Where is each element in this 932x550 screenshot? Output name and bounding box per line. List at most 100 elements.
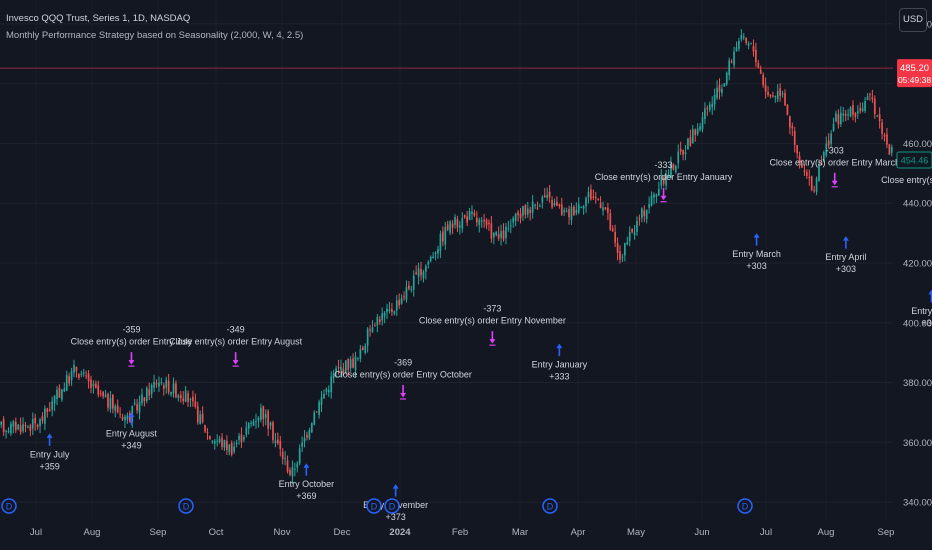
candle-body [677,151,680,164]
candle-body [415,272,418,275]
candle-body [143,397,146,402]
time-tick-label: Jul [30,527,42,538]
candle-body [403,296,405,298]
candle-body [585,197,587,207]
time-axis[interactable]: Jul Aug Sep Oct Nov Dec 2024 Feb Mar Apr May Jun Jul… [30,527,895,538]
last-price-value: 485.20 [900,63,929,74]
candle-body [158,382,160,387]
candle-body [73,364,75,373]
equity-tag [896,151,932,169]
candle-body [842,113,845,116]
candle-body [878,114,881,121]
candle-body [19,425,22,432]
candle-body [148,389,151,396]
candle-body [854,113,857,117]
dividend-event-label: D [742,502,749,512]
candle-body [500,231,502,238]
price-tick-label: 460.00 [903,139,932,150]
candle-body [279,441,282,449]
candle-body [289,469,291,475]
candle-body [371,327,374,333]
entry-arrow-icon [128,412,135,425]
candle-body [354,356,357,371]
candle-body [417,268,420,277]
candle-body [636,221,638,232]
candle-body [844,113,847,116]
candle-body [614,231,617,243]
candle-body [485,219,488,226]
candle-body [199,414,202,424]
candle-body [235,442,238,444]
candle-body [167,380,170,393]
candle-body [621,256,624,258]
candle-body [412,275,415,290]
candle-body [648,204,650,208]
candle-body [352,358,354,368]
exit-label: Close entry(s) order Entry March [769,157,900,167]
candle-body [861,108,864,111]
candle-body [269,422,272,426]
candle-body [349,359,352,368]
candle-body [0,421,3,425]
exit-arrow-icon [232,352,239,365]
entry-label: +373 [385,512,405,522]
candle-body [534,204,536,206]
candle-body [272,422,274,441]
candle-body [784,93,786,106]
entry-label: Entry May [911,306,932,316]
candle-body [155,383,158,385]
candle-body [633,232,636,236]
candle-body [779,88,782,96]
price-tick-label: 440.00 [903,199,932,210]
candle-body [558,204,561,207]
candle-body [391,309,393,312]
strategy-subtitle: Monthly Performance Strategy based on Se… [6,30,304,41]
time-tick-label: Apr [571,527,586,538]
candle-body [160,382,163,384]
candle-body [556,201,558,206]
candle-body [747,43,750,46]
candle-body [337,367,340,369]
candle-body [461,218,464,229]
candle-body [298,448,301,464]
exit-label: -303 [826,145,844,155]
candle-body [529,209,532,214]
candle-body [713,94,716,105]
candle-body [264,414,267,418]
candle-body [551,199,553,208]
candle-body [723,83,726,87]
candle-body [201,413,204,423]
candle-body [65,375,68,391]
candle-body [820,162,823,166]
candle-body [138,401,141,413]
candle-body [366,328,369,346]
candle-body [611,228,614,232]
time-tick-label: Oct [209,527,224,538]
candle-body [711,103,714,108]
dividend-event-label: D [389,502,396,512]
candle-body [619,251,621,260]
candle-body [793,131,796,145]
price-axis[interactable]: 340.00 360.00 380.00 400.00 420.00 440.00 460.… [896,19,932,509]
candle-body [730,61,733,63]
candle-body [786,104,789,115]
entry-arrow-icon [753,233,760,246]
candle-body [524,204,527,215]
candle-body [497,234,500,239]
currency-button[interactable]: USD [899,8,927,32]
candle-body [196,406,199,423]
candle-body [34,417,37,424]
candle-body [364,345,367,353]
candle-body [427,261,430,265]
price-tick-label: 360.00 [903,438,932,449]
exit-label: Close entry(s) order Entry October [334,369,472,379]
candle-body [541,196,544,203]
candle-body [388,309,391,312]
candle-body [150,385,153,394]
candle-body [798,156,801,162]
candle-body [475,217,478,223]
price-tick-label: 340.00 [903,498,932,509]
candle-body [597,198,600,201]
candle-body [847,114,849,116]
